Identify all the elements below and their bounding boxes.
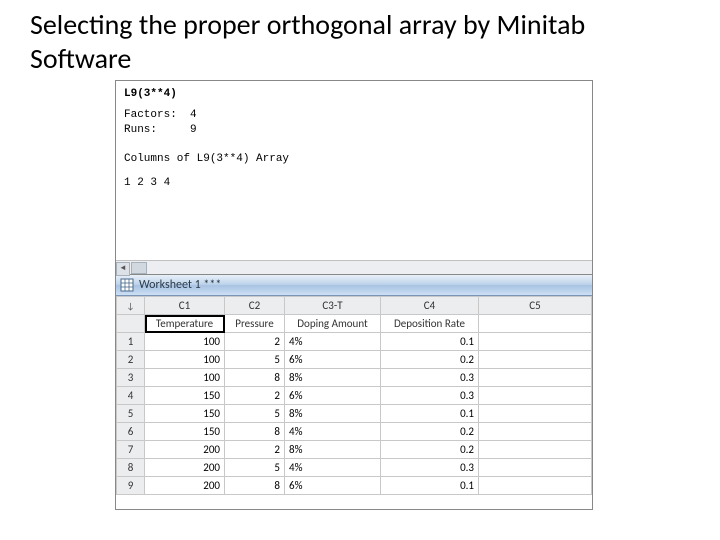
row-number[interactable]: 4: [117, 387, 145, 405]
table-row[interactable]: 1 100 2 4% 0.1: [117, 333, 592, 351]
cell[interactable]: [479, 369, 592, 387]
row-number[interactable]: 3: [117, 369, 145, 387]
row-number[interactable]: 5: [117, 405, 145, 423]
minitab-window: L9(3**4) Factors: 4 Runs: 9 Columns of L…: [115, 80, 593, 510]
table-row[interactable]: 7 200 2 8% 0.2: [117, 441, 592, 459]
table-row[interactable]: 4 150 2 6% 0.3: [117, 387, 592, 405]
cell[interactable]: 2: [225, 333, 285, 351]
cell[interactable]: [479, 441, 592, 459]
session-design-name: L9(3**4): [124, 87, 584, 102]
table-row[interactable]: 2 100 5 6% 0.2: [117, 351, 592, 369]
cell[interactable]: 0.3: [381, 459, 479, 477]
cell[interactable]: 6%: [285, 351, 381, 369]
cell[interactable]: [479, 423, 592, 441]
row-number[interactable]: 7: [117, 441, 145, 459]
cell[interactable]: 0.1: [381, 333, 479, 351]
cell[interactable]: 150: [145, 423, 225, 441]
cell[interactable]: 4%: [285, 459, 381, 477]
worksheet-title: Worksheet 1 ***: [139, 278, 221, 292]
cell[interactable]: 2: [225, 387, 285, 405]
session-factors-line: Factors: 4: [124, 108, 584, 123]
cell[interactable]: 0.2: [381, 423, 479, 441]
row-number[interactable]: 1: [117, 333, 145, 351]
scroll-left-icon[interactable]: ◄: [116, 262, 130, 276]
cell[interactable]: 150: [145, 387, 225, 405]
scroll-thumb[interactable]: [131, 262, 147, 274]
factors-value: 4: [190, 109, 197, 121]
var-name-c5[interactable]: [479, 315, 592, 333]
col-header-c2[interactable]: C2: [225, 297, 285, 315]
worksheet-pane: Worksheet 1 *** ↓ C1 C2 C3-T C4 C5 Te: [116, 275, 592, 495]
col-header-c3[interactable]: C3-T: [285, 297, 381, 315]
runs-label: Runs:: [124, 124, 157, 136]
session-columns-header: Columns of L9(3**4) Array: [124, 152, 584, 167]
cell[interactable]: 100: [145, 369, 225, 387]
cell[interactable]: [479, 351, 592, 369]
cell[interactable]: 5: [225, 351, 285, 369]
cell[interactable]: 100: [145, 333, 225, 351]
grid-corner[interactable]: ↓: [117, 297, 145, 315]
cell[interactable]: 8: [225, 477, 285, 495]
var-name-c1[interactable]: Temperature: [145, 315, 225, 333]
cell[interactable]: [479, 477, 592, 495]
table-row[interactable]: 5 150 5 8% 0.1: [117, 405, 592, 423]
cell[interactable]: 2: [225, 441, 285, 459]
col-header-c1[interactable]: C1: [145, 297, 225, 315]
cell[interactable]: 8: [225, 369, 285, 387]
cell[interactable]: 200: [145, 459, 225, 477]
cell[interactable]: 0.3: [381, 387, 479, 405]
cell[interactable]: 0.2: [381, 351, 479, 369]
session-runs-line: Runs: 9: [124, 123, 584, 138]
cell[interactable]: 5: [225, 459, 285, 477]
cell[interactable]: 4%: [285, 423, 381, 441]
cell[interactable]: 8%: [285, 441, 381, 459]
row-number[interactable]: 8: [117, 459, 145, 477]
variable-name-row[interactable]: Temperature Pressure Doping Amount Depos…: [117, 315, 592, 333]
cell[interactable]: 8%: [285, 405, 381, 423]
worksheet-titlebar[interactable]: Worksheet 1 ***: [116, 275, 592, 296]
cell[interactable]: [479, 405, 592, 423]
row-number[interactable]: 9: [117, 477, 145, 495]
corner-arrow-icon: ↓: [126, 301, 134, 312]
factors-label: Factors:: [124, 109, 177, 121]
table-row[interactable]: 8 200 5 4% 0.3: [117, 459, 592, 477]
runs-value: 9: [190, 124, 197, 136]
cell[interactable]: 0.3: [381, 369, 479, 387]
row-number[interactable]: 2: [117, 351, 145, 369]
cell[interactable]: 0.1: [381, 477, 479, 495]
slide-title: Selecting the proper orthogonal array by…: [0, 0, 720, 79]
cell[interactable]: 0.2: [381, 441, 479, 459]
cell[interactable]: 200: [145, 441, 225, 459]
horizontal-scrollbar[interactable]: ◄: [116, 260, 592, 274]
cell[interactable]: [479, 333, 592, 351]
cell[interactable]: 6%: [285, 477, 381, 495]
cell[interactable]: 0.1: [381, 405, 479, 423]
table-row[interactable]: 6 150 8 4% 0.2: [117, 423, 592, 441]
col-header-c5[interactable]: C5: [479, 297, 592, 315]
name-row-head[interactable]: [117, 315, 145, 333]
column-letter-row[interactable]: ↓ C1 C2 C3-T C4 C5: [117, 297, 592, 315]
cell[interactable]: [479, 387, 592, 405]
var-name-c4[interactable]: Deposition Rate: [381, 315, 479, 333]
cell[interactable]: 200: [145, 477, 225, 495]
cell[interactable]: 150: [145, 405, 225, 423]
worksheet-icon: [120, 278, 134, 292]
session-pane: L9(3**4) Factors: 4 Runs: 9 Columns of L…: [116, 81, 592, 275]
table-row[interactable]: 3 100 8 8% 0.3: [117, 369, 592, 387]
var-name-c3[interactable]: Doping Amount: [285, 315, 381, 333]
col-header-c4[interactable]: C4: [381, 297, 479, 315]
session-columns-list: 1 2 3 4: [124, 176, 584, 191]
worksheet-grid[interactable]: ↓ C1 C2 C3-T C4 C5 Temperature Pressure …: [116, 296, 592, 495]
cell[interactable]: 8: [225, 423, 285, 441]
var-name-c2[interactable]: Pressure: [225, 315, 285, 333]
row-number[interactable]: 6: [117, 423, 145, 441]
cell[interactable]: 5: [225, 405, 285, 423]
cell[interactable]: 100: [145, 351, 225, 369]
table-row[interactable]: 9 200 8 6% 0.1: [117, 477, 592, 495]
cell[interactable]: 4%: [285, 333, 381, 351]
cell[interactable]: 6%: [285, 387, 381, 405]
cell[interactable]: 8%: [285, 369, 381, 387]
cell[interactable]: [479, 459, 592, 477]
